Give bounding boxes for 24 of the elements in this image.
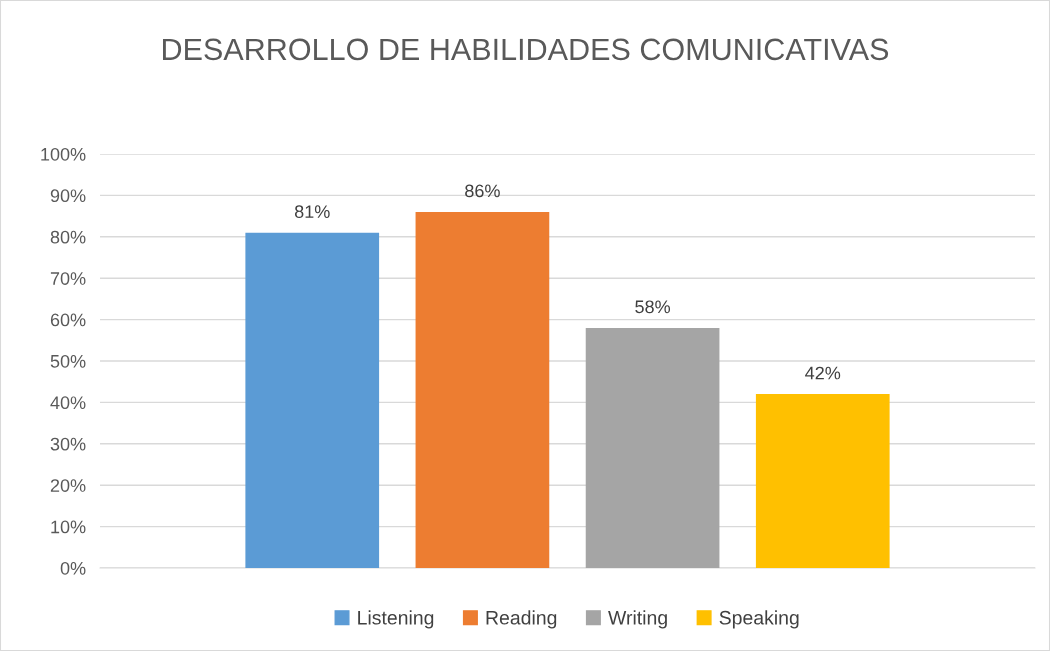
y-tick-label: 10% [51, 520, 86, 534]
bar [245, 232, 380, 568]
data-label: 42% [805, 366, 841, 380]
bar [415, 211, 550, 568]
chart-title: DESARROLLO DE HABILIDADES COMUNICATIVAS [163, 38, 889, 61]
y-tick-label: 40% [50, 396, 86, 410]
y-tick-label: 0% [60, 561, 86, 575]
y-tick-label: 90% [50, 189, 86, 203]
bar [755, 394, 890, 568]
legend-label: Speaking [719, 610, 799, 629]
y-tick-label: 60% [50, 313, 86, 327]
legend-label: Reading [486, 610, 557, 629]
bar [585, 327, 720, 568]
y-tick-label: 30% [50, 437, 86, 451]
y-tick-label: 50% [50, 354, 86, 368]
y-tick-label: 100% [41, 147, 86, 161]
data-label: 81% [294, 205, 330, 218]
data-label: 86% [465, 184, 500, 198]
data-label: 58% [635, 300, 671, 314]
y-tick-label: 70% [50, 272, 86, 285]
y-tick-label: 80% [50, 230, 86, 244]
y-tick-label: 20% [50, 479, 86, 492]
legend-label: Writing [608, 610, 667, 629]
legend-label: Listening [358, 610, 434, 629]
